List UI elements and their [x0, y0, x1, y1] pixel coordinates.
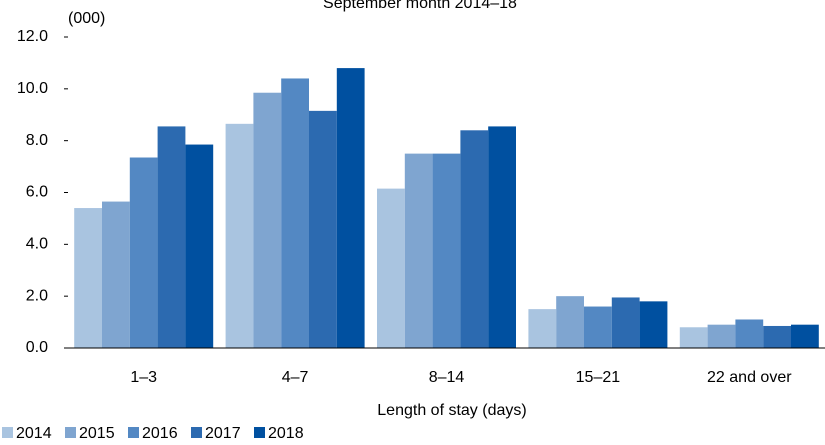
y-tick-label: 12.0: [17, 28, 48, 45]
x-axis-label: Length of stay (days): [377, 402, 526, 419]
x-tick-label: 4–7: [282, 369, 309, 386]
bar: [377, 188, 405, 348]
legend-swatch: [191, 427, 202, 438]
bar: [584, 306, 612, 348]
legend-label: 2017: [205, 425, 241, 442]
legend-label: 2016: [142, 425, 178, 442]
legend-swatch: [65, 427, 76, 438]
bar: [309, 110, 337, 348]
bar: [735, 319, 764, 348]
unit-label: (000): [68, 10, 105, 27]
bar: [460, 130, 489, 348]
bar: [707, 324, 736, 348]
y-tick-label: 8.0: [26, 132, 48, 149]
bar: [74, 208, 102, 348]
bar: [488, 126, 516, 348]
y-tick-label: 10.0: [17, 80, 48, 97]
legend-swatch: [2, 427, 13, 438]
bar: [185, 144, 214, 348]
legend-label: 2018: [268, 425, 304, 442]
x-tick-label: 1–3: [130, 369, 157, 386]
y-tick-label: 4.0: [26, 236, 48, 253]
bar: [791, 324, 819, 348]
bar: [336, 68, 365, 348]
x-tick-label: 15–21: [576, 369, 621, 386]
bar: [157, 126, 186, 348]
legend-swatch: [254, 427, 265, 438]
legend-label: 2014: [16, 425, 52, 442]
bar: [611, 297, 640, 348]
y-tick-label: 0.0: [26, 339, 48, 356]
bar: [556, 296, 584, 348]
x-tick-label: 8–14: [429, 369, 465, 386]
legend-swatch: [128, 427, 139, 438]
y-tick-label: 2.0: [26, 287, 48, 304]
bar: [404, 153, 433, 348]
y-tick-label: 6.0: [26, 184, 48, 201]
x-tick-label: 22 and over: [707, 369, 792, 386]
bar: [281, 78, 309, 348]
bar: [102, 201, 130, 348]
bar: [528, 309, 557, 348]
bar: [432, 153, 461, 348]
bar: [639, 301, 668, 348]
chart-title: September month 2014–18: [323, 0, 517, 12]
bar: [225, 123, 254, 348]
legend-label: 2015: [79, 425, 115, 442]
bar: [763, 325, 791, 348]
bar: [129, 157, 158, 348]
bar: [253, 92, 282, 349]
bar: [679, 327, 708, 348]
